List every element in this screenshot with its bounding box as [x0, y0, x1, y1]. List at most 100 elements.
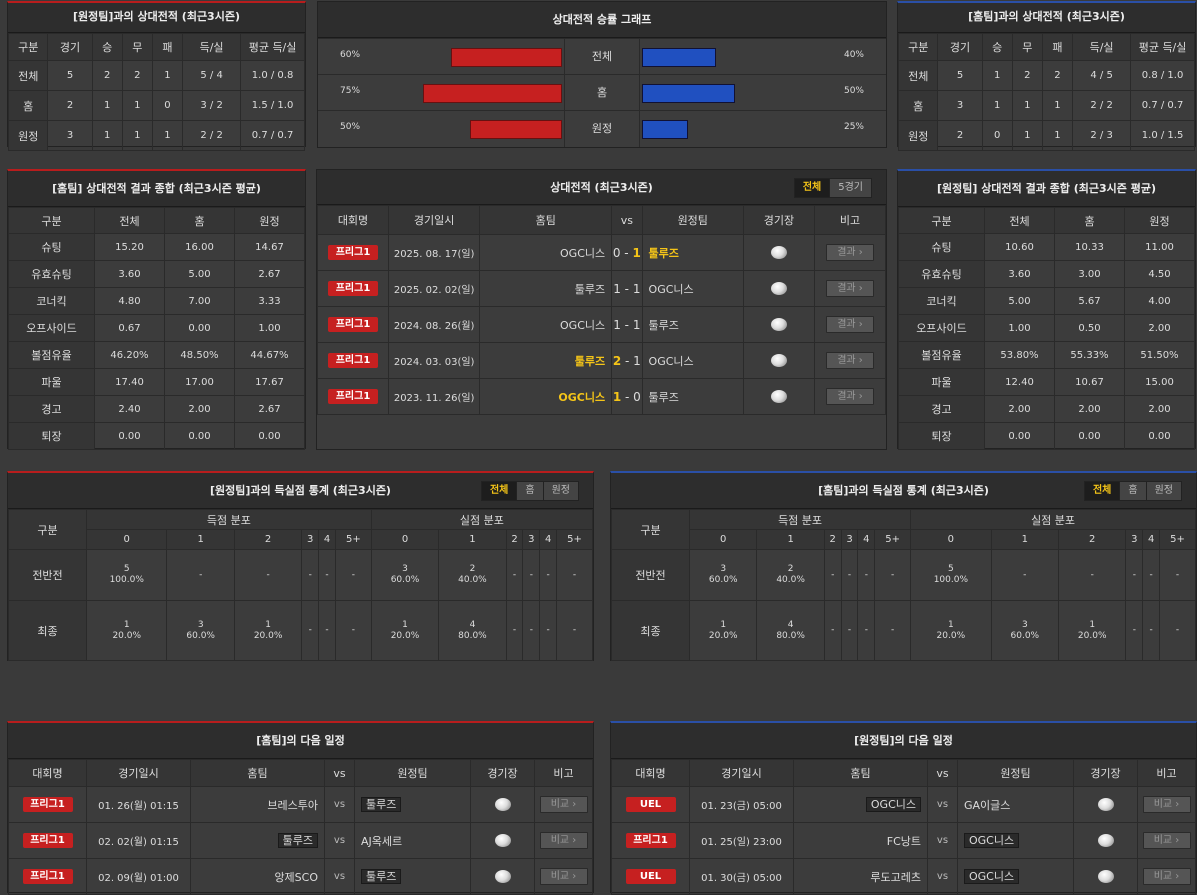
- distribution-cell: -: [840, 600, 859, 661]
- result-button[interactable]: 결과 ›: [825, 316, 874, 333]
- row-label: 최종: [611, 600, 690, 661]
- column-header: 패: [151, 33, 184, 61]
- count: -: [1149, 625, 1153, 635]
- home-team: 툴루즈: [479, 270, 613, 307]
- row-label: 전체: [897, 60, 939, 91]
- compare-button[interactable]: 비교 ›: [1142, 796, 1191, 813]
- result-button[interactable]: 결과 ›: [825, 280, 874, 297]
- column-header: 경기장: [742, 205, 815, 235]
- compare-button[interactable]: 비교 ›: [1142, 832, 1191, 849]
- stat-cell: 0.00: [234, 422, 305, 450]
- left-bar: [469, 120, 562, 139]
- distribution-cell: -: [823, 600, 842, 661]
- tab-home[interactable]: 홈: [517, 482, 544, 500]
- conceded-header: 실점 분포: [370, 509, 594, 530]
- column-header: 무: [1011, 33, 1043, 61]
- stadium-icon[interactable]: [770, 354, 787, 367]
- stat-cell: 0.00: [1124, 422, 1195, 450]
- graph-row-label: 홈: [564, 75, 640, 111]
- tab-all[interactable]: 전체: [794, 179, 831, 197]
- stat-cell: 4.00: [1124, 287, 1195, 315]
- stat-cell: 2: [47, 90, 93, 121]
- count: -: [546, 569, 550, 580]
- stadium-icon[interactable]: [494, 870, 511, 883]
- result-button[interactable]: 결과 ›: [825, 388, 874, 405]
- tab-away[interactable]: 원정: [1154, 485, 1173, 496]
- league-badge: 프리그1: [328, 245, 378, 260]
- venue-cell: [742, 378, 815, 415]
- distribution-cell: -: [1142, 549, 1161, 601]
- stadium-icon[interactable]: [770, 318, 787, 331]
- league-cell: 프리그1: [8, 822, 87, 859]
- league-cell: 프리그1: [611, 822, 690, 859]
- home-team-name: FC낭트: [886, 834, 921, 848]
- column-header: 구분: [611, 509, 690, 550]
- stat-cell: 2.00: [1124, 395, 1195, 423]
- stadium-icon[interactable]: [494, 834, 511, 847]
- tab-all[interactable]: 전체: [1084, 482, 1121, 500]
- count: -: [572, 569, 577, 580]
- tab-home[interactable]: 홈: [1120, 482, 1147, 500]
- stat-cell: 2.00: [1054, 395, 1125, 423]
- next-home-table: 대회명 경기일시 홈팀 vs 원정팀 경기장 비고 프리그1 01. 26(월) 01:15 브레…: [8, 759, 593, 895]
- h2h-home-table: 구분 경기 승 무 패 득/실 평균 득/실 전체 5 1 2 2 4 / 5 0.8 / 1.0 홈 3 1 1…: [897, 33, 1195, 151]
- stat-cell: 0.00: [94, 422, 165, 450]
- stadium-icon[interactable]: [770, 246, 787, 259]
- column-header: 득/실: [1072, 33, 1132, 61]
- result-button[interactable]: 결과 ›: [825, 244, 874, 261]
- stat-cell: 5: [47, 60, 93, 91]
- note-cell: 결과 ›: [813, 270, 887, 307]
- row-label: 홈: [897, 90, 939, 121]
- score-separator: -: [621, 353, 634, 368]
- right-percent: 25%: [843, 122, 864, 132]
- stadium-icon[interactable]: [1097, 870, 1114, 883]
- away-score: 1: [632, 317, 641, 332]
- date-cell: 01. 26(월) 01:15: [86, 786, 191, 823]
- bin-header: 4: [539, 529, 558, 550]
- stat-cell: 17.00: [164, 368, 235, 396]
- league-cell: UEL: [611, 786, 690, 823]
- stadium-icon[interactable]: [1097, 798, 1114, 811]
- right-bar: [642, 48, 716, 67]
- compare-button[interactable]: 비교 ›: [539, 796, 588, 813]
- stadium-icon[interactable]: [770, 390, 787, 403]
- compare-button[interactable]: 비교 ›: [539, 832, 588, 849]
- tab-all[interactable]: 전체: [481, 482, 518, 500]
- distribution-cell: -: [166, 549, 235, 601]
- stadium-icon[interactable]: [770, 282, 787, 295]
- result-button[interactable]: 결과 ›: [825, 352, 874, 369]
- count: -: [266, 569, 270, 580]
- compare-button[interactable]: 비교 ›: [539, 868, 588, 885]
- tab-5-games[interactable]: 5경기: [838, 182, 863, 193]
- panel-title-text: [홈팀]과의 득실점 통계 (최근3시즌): [818, 484, 989, 497]
- stat-cell: 4.80: [94, 287, 165, 315]
- percent: 100.0%: [933, 575, 969, 585]
- bin-header: 2: [233, 529, 303, 550]
- count: -: [1175, 569, 1180, 580]
- bin-header: 0: [370, 529, 440, 550]
- row-label: 코너킥: [8, 287, 95, 315]
- stat-cell: 4.50: [1124, 260, 1195, 288]
- stat-cell: 48.50%: [164, 341, 235, 369]
- distribution-cell: -: [318, 549, 336, 601]
- score-separator: -: [620, 317, 633, 332]
- venue-cell: [1073, 858, 1138, 895]
- count: 4: [787, 619, 794, 630]
- stat-cell: 3.60: [94, 260, 165, 288]
- header-row: 대회명 경기일시 홈팀 vs 원정팀 경기장 비고: [8, 759, 593, 787]
- stat-cell: 1: [151, 60, 184, 91]
- header-row: 구분 전체 홈 원정: [898, 207, 1195, 234]
- tab-away[interactable]: 원정: [551, 485, 570, 496]
- bin-header: 4: [318, 529, 336, 550]
- goals-away-panel: [원정팀]과의 득실점 통계 (최근3시즌) 전체 홈 원정 구분 득점 분포 실점…: [7, 471, 594, 661]
- compare-button[interactable]: 비교 ›: [1142, 868, 1191, 885]
- distribution-cell: -: [1159, 600, 1196, 661]
- table-row: 원정 3 1 1 1 2 / 2 0.7 / 0.7: [7, 120, 305, 151]
- stadium-icon[interactable]: [494, 798, 511, 811]
- stat-cell: 17.40: [94, 368, 165, 396]
- stadium-icon[interactable]: [1097, 834, 1114, 847]
- row-label: 경고: [8, 395, 95, 423]
- distribution-cell: -: [874, 600, 912, 661]
- note-cell: 결과 ›: [813, 306, 887, 343]
- away-team: 툴루즈: [641, 378, 744, 415]
